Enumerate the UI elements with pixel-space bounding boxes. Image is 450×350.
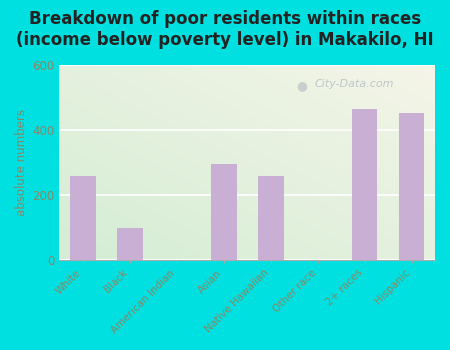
Bar [117,228,143,260]
Bar [399,112,424,260]
Bar [258,176,284,260]
Text: ●: ● [296,79,307,92]
Y-axis label: absolute numbers: absolute numbers [15,109,28,216]
Bar [70,176,96,260]
Bar [351,109,378,260]
Text: City-Data.com: City-Data.com [315,79,394,89]
Text: Breakdown of poor residents within races
(income below poverty level) in Makakil: Breakdown of poor residents within races… [16,10,434,49]
Bar [211,164,237,260]
